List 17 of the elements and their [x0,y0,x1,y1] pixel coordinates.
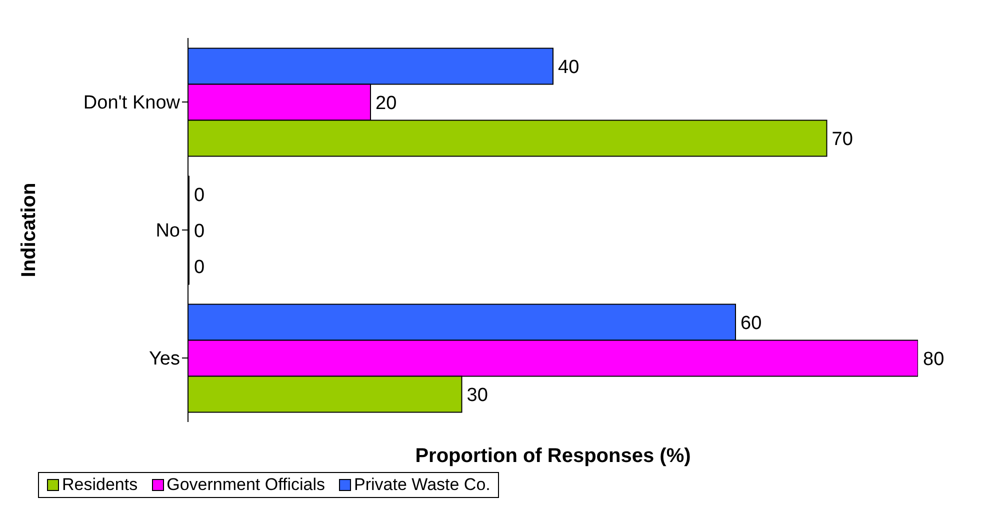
y-tick-label: No [156,220,180,242]
data-label: 40 [558,56,580,78]
data-label: 0 [194,220,205,242]
data-label: 30 [466,384,488,406]
y-tick-label: Don't Know [83,92,180,114]
legend-label: Private Waste Co. [353,475,490,495]
legend-label: Government Officials [166,475,326,495]
y-axis-title: Indication [18,182,40,278]
data-label: 80 [923,348,944,370]
data-label: 0 [194,184,205,206]
x-axis-title: Proportion of Responses (%) [415,445,691,467]
data-label: 60 [740,312,762,334]
data-label: 20 [376,92,397,114]
legend-label: Residents [61,475,138,495]
data-label: 0 [194,256,205,278]
data-label: 70 [832,128,853,150]
y-tick-label: Yes [149,348,180,370]
